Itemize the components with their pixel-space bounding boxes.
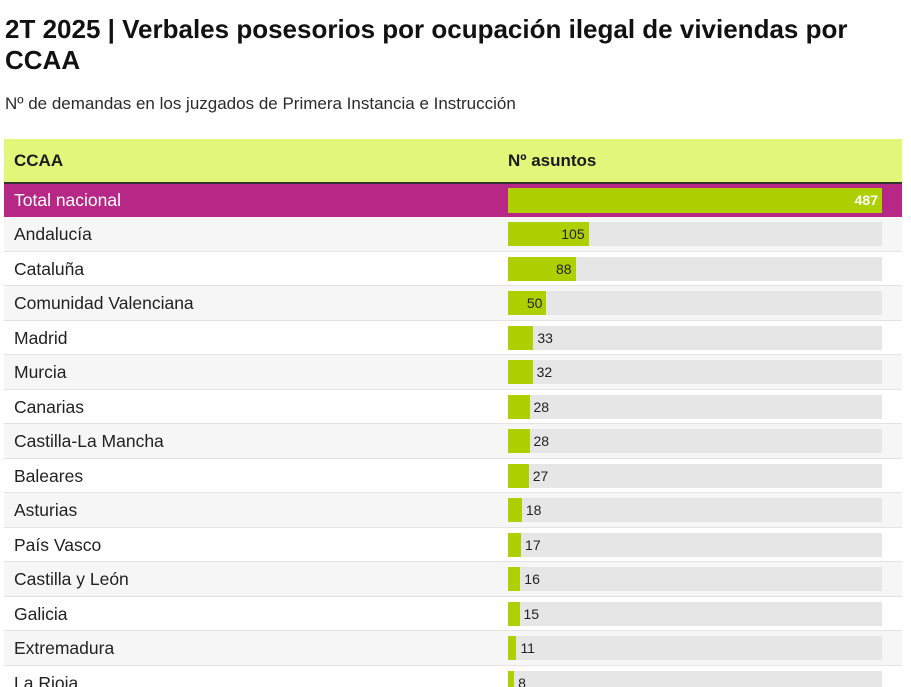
table-body: Total nacional 487 Andalucía 105 Cataluña 88 C… — [4, 184, 902, 687]
table-row: País Vasco 17 — [4, 528, 902, 562]
column-header-asuntos[interactable]: Nº asuntos — [508, 151, 597, 170]
row-label: Castilla-La Mancha — [14, 431, 164, 451]
bar-track: 8 — [508, 670, 882, 687]
bar — [508, 670, 515, 687]
value-label: 11 — [520, 640, 535, 656]
value-label: 50 — [526, 295, 543, 311]
value-label: 16 — [524, 571, 540, 587]
table-row: Baleares 27 — [4, 459, 902, 493]
value-label: 33 — [537, 329, 553, 346]
row-label: País Vasco — [14, 534, 102, 555]
row-label: Baleares — [14, 465, 84, 486]
row-label: La Rioja — [14, 672, 79, 687]
table-row: Comunidad Valenciana 50 — [4, 286, 902, 321]
row-label: Comunidad Valenciana — [14, 293, 194, 313]
table-row: Extremadura 11 — [4, 631, 902, 666]
bar — [508, 429, 530, 453]
bar-track: 18 — [508, 498, 882, 522]
row-label: Asturias — [14, 500, 78, 520]
bar-track: 487 — [508, 188, 882, 213]
column-header-ccaa[interactable]: CCAA — [14, 151, 64, 170]
bar — [508, 394, 530, 419]
bar — [508, 498, 522, 522]
row-label: Madrid — [14, 327, 68, 348]
value-label: 88 — [556, 260, 572, 277]
value-label: 18 — [525, 502, 542, 518]
value-label: 28 — [533, 433, 550, 449]
bar — [508, 256, 576, 281]
bar-track: 16 — [508, 567, 882, 591]
bar — [508, 188, 882, 213]
bar — [508, 463, 529, 488]
table-row: Andalucía 105 — [4, 217, 902, 252]
bar-track: 11 — [508, 636, 882, 660]
bar — [508, 636, 517, 660]
bar-track: 88 — [508, 256, 882, 281]
row-label: Galicia — [14, 603, 68, 624]
table-row: Cataluña 88 — [4, 252, 902, 286]
bar — [508, 567, 521, 591]
chart-subtitle: Nº de demandas en los juzgados de Primer… — [5, 94, 516, 113]
value-label: 15 — [523, 605, 540, 622]
table-row: Canarias 28 — [4, 390, 902, 424]
table-header: CCAA Nº asuntos — [4, 139, 902, 184]
table-row: Madrid 33 — [4, 321, 902, 355]
bar-track: 105 — [508, 222, 882, 246]
table-row: La Rioja 8 — [4, 666, 902, 687]
row-label: Castilla y León — [14, 569, 129, 589]
row-label: Murcia — [14, 362, 67, 382]
bar — [508, 291, 547, 315]
bar-track: 28 — [508, 429, 882, 453]
bar-track: 33 — [508, 325, 882, 350]
chart-title: 2T 2025 | Verbales posesorios por ocupac… — [5, 14, 848, 75]
row-label: Andalucía — [14, 224, 92, 244]
table-row: Murcia 32 — [4, 355, 902, 390]
row-label: Total nacional — [14, 190, 122, 210]
value-label: 105 — [561, 226, 585, 242]
bar-track: 28 — [508, 394, 882, 419]
bar-track: 50 — [508, 291, 882, 315]
total-row: Total nacional 487 — [4, 184, 902, 217]
row-label: Canarias — [14, 396, 85, 417]
table-row: Galicia 15 — [4, 597, 902, 631]
data-table: CCAA Nº asuntos Total nacional 487 Andaluc… — [4, 139, 902, 687]
bar — [508, 222, 589, 246]
row-label: Extremadura — [14, 638, 115, 658]
value-label: 8 — [518, 674, 526, 687]
bar-track: 17 — [508, 532, 882, 557]
bar-track: 15 — [508, 601, 882, 626]
row-label: Cataluña — [14, 258, 85, 279]
bar — [508, 360, 533, 384]
value-label: 28 — [533, 398, 550, 415]
bar-track: 32 — [508, 360, 882, 384]
bar — [508, 532, 522, 557]
bar — [508, 601, 520, 626]
value-label: 32 — [536, 364, 553, 380]
value-label: 27 — [532, 467, 549, 484]
value-label: 17 — [525, 536, 541, 553]
table-row: Castilla y León 16 — [4, 562, 902, 597]
bar-track: 27 — [508, 463, 882, 488]
bar — [508, 325, 534, 350]
value-label: 487 — [854, 192, 878, 208]
table-row: Asturias 18 — [4, 493, 902, 528]
table-row: Castilla-La Mancha 28 — [4, 424, 902, 459]
